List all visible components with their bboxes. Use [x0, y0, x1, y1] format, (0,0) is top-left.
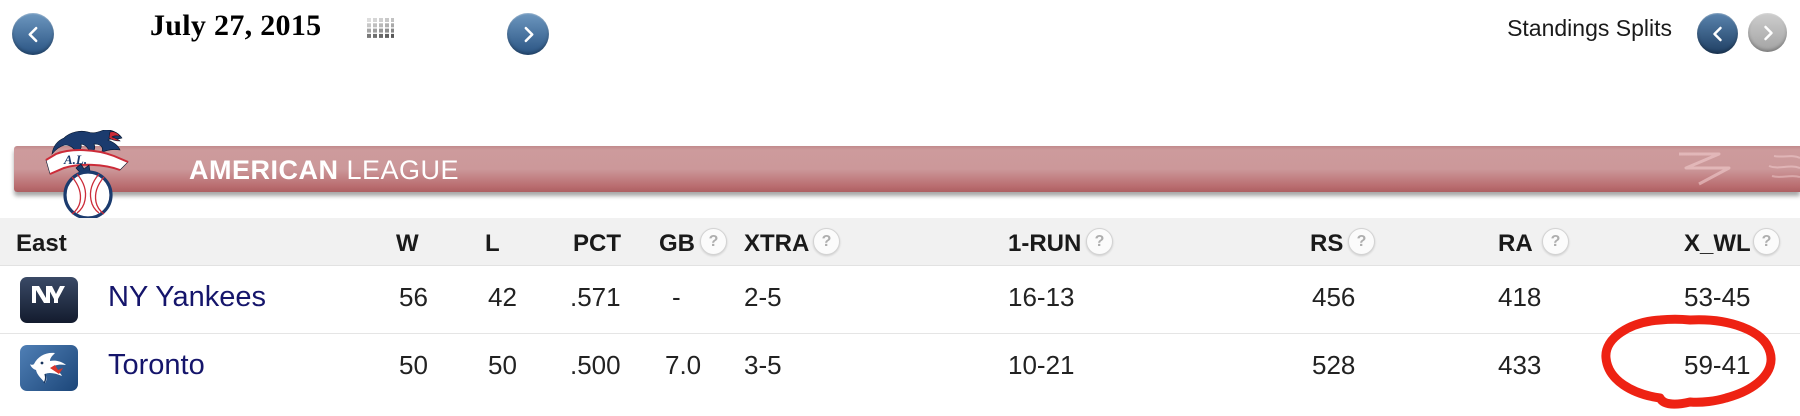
svg-text:A.L.: A.L.: [63, 152, 87, 167]
